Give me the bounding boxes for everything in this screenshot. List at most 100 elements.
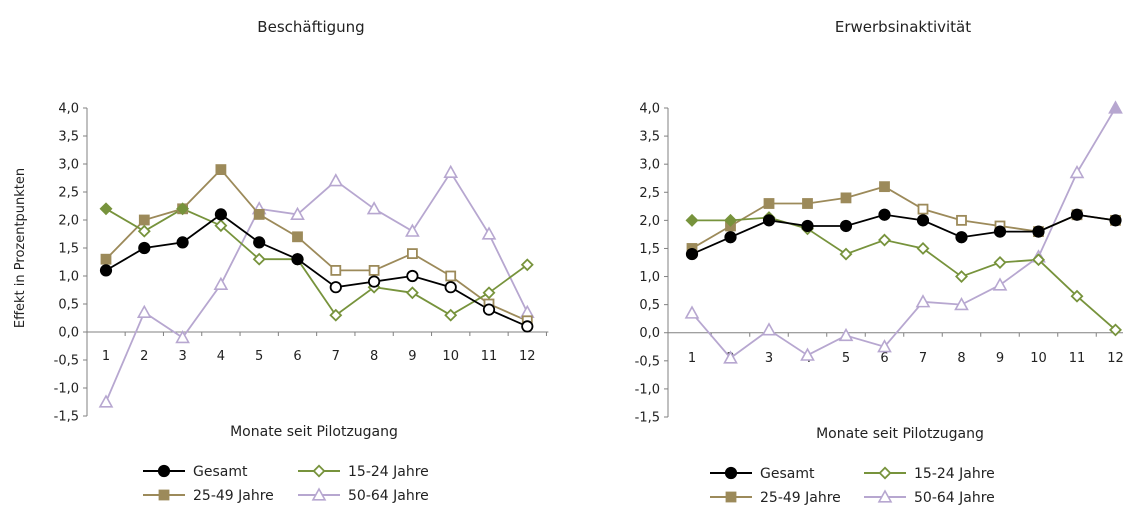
y-tick-label: 3,0	[639, 158, 660, 173]
y-tick-label: 2,0	[58, 214, 79, 229]
legend-marker	[877, 489, 893, 503]
data-point-50-64-jahre	[405, 223, 420, 237]
data-point-15-24-jahre	[99, 202, 113, 216]
x-axis-label: Monate seit Pilotzugang	[816, 426, 984, 442]
y-tick-label: -1,0	[635, 382, 660, 397]
legend-marker	[312, 464, 326, 478]
data-point-gesamt	[444, 281, 457, 294]
x-tick-label: 3	[178, 349, 186, 364]
data-point-50-64-jahre	[290, 206, 305, 220]
data-point-25-49-jahre	[330, 264, 342, 276]
legend-label: 25-49 Jahre	[760, 490, 841, 506]
x-tick-label: 3	[765, 351, 773, 366]
data-point-gesamt	[99, 264, 113, 277]
data-point-15-24-jahre	[955, 270, 968, 284]
data-point-gesamt	[1070, 208, 1084, 221]
chart-title: Beschäftigung	[257, 18, 364, 36]
data-point-gesamt	[839, 219, 853, 233]
data-point-50-64-jahre	[481, 226, 497, 240]
y-tick-label: 3,5	[639, 130, 660, 145]
data-point-gesamt	[406, 269, 419, 283]
x-axis-label: Monate seit Pilotzugang	[230, 424, 398, 440]
y-tick-label: -1,5	[635, 411, 660, 426]
x-tick-label: 7	[332, 349, 340, 364]
legend-marker	[311, 487, 327, 501]
x-tick-label: 5	[255, 349, 263, 364]
data-point-15-24-jahre	[520, 258, 534, 272]
data-point-gesamt	[685, 247, 699, 261]
data-point-15-24-jahre	[1109, 323, 1122, 337]
series-line-50-64-jahre	[691, 107, 1117, 360]
data-point-15-24-jahre	[878, 233, 891, 247]
data-point-25-49-jahre	[763, 198, 775, 209]
data-point-gesamt	[993, 225, 1007, 238]
x-tick-label: 4	[217, 349, 225, 364]
data-point-25-49-jahre	[292, 231, 303, 243]
data-point-15-24-jahre	[405, 286, 419, 300]
y-tick-label: -0,5	[635, 354, 660, 369]
y-axis-label: Effekt in Prozentpunkten	[13, 168, 28, 328]
data-point-gesamt	[253, 236, 266, 249]
data-point-25-49-jahre	[956, 214, 967, 226]
legend-label: 15-24 Jahre	[914, 466, 995, 482]
data-point-50-64-jahre	[328, 173, 344, 187]
x-tick-label: 6	[880, 351, 888, 366]
data-point-15-24-jahre	[482, 286, 496, 300]
y-tick-label: -1,0	[54, 382, 79, 397]
data-point-15-24-jahre	[685, 213, 699, 227]
y-tick-label: 2,5	[639, 186, 660, 201]
data-point-15-24-jahre	[176, 202, 190, 216]
data-point-gesamt	[138, 241, 151, 255]
data-point-gesamt	[1032, 225, 1045, 238]
chart-title: Erwerbsinaktivität	[835, 18, 971, 36]
data-point-gesamt	[329, 281, 342, 294]
data-point-50-64-jahre	[213, 276, 229, 291]
series-line-15-24-jahre	[105, 207, 528, 317]
x-tick-label: 10	[442, 349, 459, 364]
data-point-25-49-jahre	[253, 208, 265, 220]
data-point-gesamt	[801, 219, 814, 233]
y-tick-label: 1,0	[639, 270, 660, 285]
data-point-25-49-jahre	[100, 253, 112, 265]
data-point-25-49-jahre	[215, 164, 227, 176]
x-tick-label: 8	[957, 351, 965, 366]
legend-label: Gesamt	[760, 466, 815, 482]
data-point-25-49-jahre	[445, 270, 457, 282]
data-point-15-24-jahre	[444, 308, 458, 322]
y-tick-label: 2,5	[58, 186, 79, 201]
data-point-25-49-jahre	[368, 264, 380, 276]
legend-label: Gesamt	[193, 464, 248, 480]
x-tick-label: 10	[1030, 351, 1047, 366]
data-point-gesamt	[482, 303, 496, 316]
data-point-25-49-jahre	[879, 181, 890, 193]
data-point-25-49-jahre	[802, 198, 813, 209]
data-point-50-64-jahre	[1108, 100, 1123, 114]
data-point-15-24-jahre	[916, 241, 930, 255]
y-tick-label: 1,5	[58, 242, 79, 257]
data-point-50-64-jahre	[800, 347, 815, 361]
data-point-50-64-jahre	[954, 296, 969, 311]
data-point-gesamt	[521, 320, 534, 333]
data-point-50-64-jahre	[992, 277, 1008, 291]
y-tick-label: 4,0	[58, 102, 79, 117]
series-line-50-64-jahre	[105, 170, 529, 403]
chart-erwerbsinaktivitaet: Erwerbsinaktivität Monate seit Pilotzuga…	[635, 18, 1123, 506]
data-point-gesamt	[367, 275, 381, 288]
y-tick-label: 3,0	[58, 158, 79, 173]
data-point-gesamt	[916, 214, 930, 227]
x-tick-label: 9	[408, 349, 416, 364]
data-point-50-64-jahre	[175, 329, 190, 344]
x-tick-label: 1	[688, 351, 696, 366]
data-point-15-24-jahre	[1070, 289, 1084, 303]
data-point-15-24-jahre	[1032, 253, 1045, 267]
data-point-50-64-jahre	[723, 350, 738, 364]
data-point-50-64-jahre	[136, 304, 152, 319]
y-tick-label: -0,5	[54, 354, 79, 369]
data-point-50-64-jahre	[366, 201, 382, 215]
legend-marker	[724, 466, 738, 480]
series-line-gesamt	[691, 213, 1116, 255]
series-line-15-24-jahre	[692, 216, 1117, 331]
data-point-50-64-jahre	[684, 305, 700, 319]
data-point-50-64-jahre	[443, 164, 459, 178]
series-line-gesamt	[105, 213, 528, 328]
